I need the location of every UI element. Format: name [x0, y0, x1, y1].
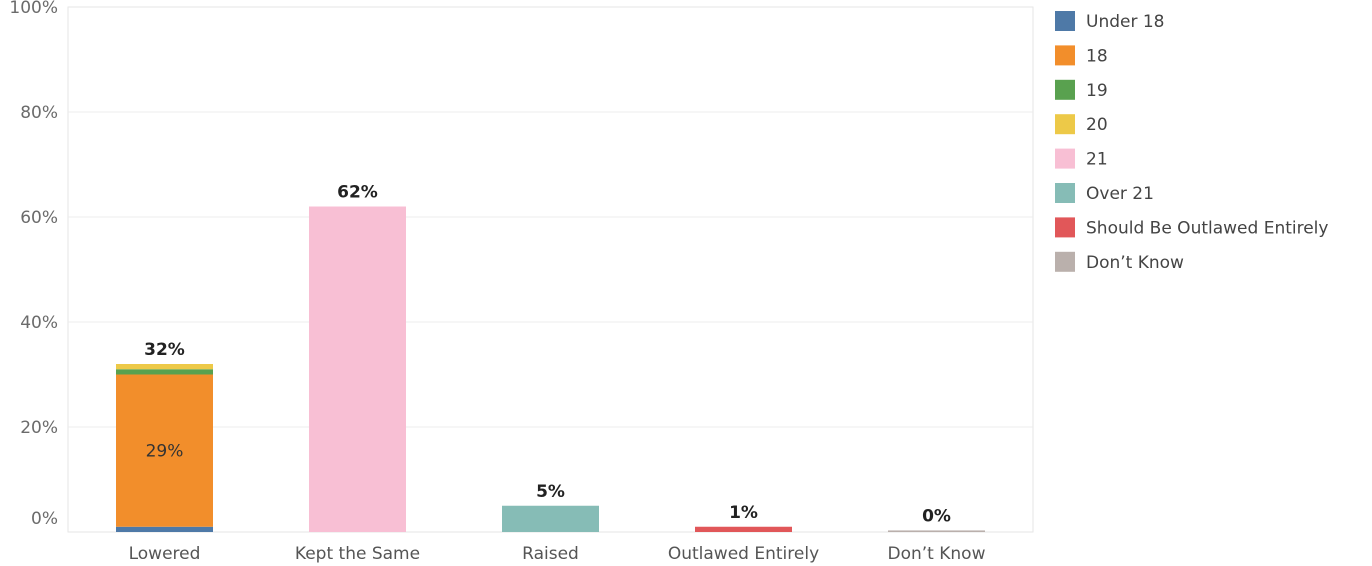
y-tick-label: 0% [31, 509, 58, 529]
bar-segment [502, 505, 599, 532]
legend-swatch [1055, 114, 1075, 135]
bar-segment [695, 526, 792, 532]
legend-swatch [1055, 217, 1075, 238]
bar-total-label: 5% [536, 482, 565, 502]
bar-total-label: 1% [729, 503, 758, 523]
bar-total-label: 0% [922, 506, 951, 526]
bar-total-label: 62% [337, 183, 378, 203]
bar-segment [116, 369, 213, 375]
bar-segment [116, 526, 213, 532]
y-tick-label: 80% [20, 103, 58, 123]
x-tick-label: Don’t Know [888, 544, 986, 564]
bar-labels: 32% 62% 5% 1% 0% 29% [144, 183, 951, 527]
bar-total-label: 32% [144, 340, 185, 360]
legend-label: Over 21 [1086, 184, 1154, 204]
y-tick-label: 20% [20, 418, 58, 438]
x-tick-label: Kept the Same [295, 544, 420, 564]
x-axis: Lowered Kept the Same Raised Outlawed Entir… [129, 544, 986, 564]
legend-swatch [1055, 183, 1075, 203]
legend-label: 19 [1086, 81, 1108, 101]
legend-label: Under 18 [1086, 12, 1165, 32]
y-tick-label: 100% [9, 0, 58, 18]
legend-label: Should Be Outlawed Entirely [1086, 218, 1328, 238]
segment-label: 29% [146, 442, 184, 462]
x-tick-label: Lowered [129, 544, 201, 564]
bar-segment [888, 530, 985, 532]
legend-label: Don’t Know [1086, 253, 1184, 273]
legend-swatch [1055, 251, 1075, 272]
legend-swatch [1055, 45, 1075, 66]
x-tick-label: Outlawed Entirely [668, 544, 819, 564]
y-tick-label: 40% [20, 313, 58, 333]
bar-segment [116, 374, 213, 527]
bar-segment [309, 206, 406, 532]
y-tick-label: 60% [20, 208, 58, 228]
y-axis: 0% 20% 40% 60% 80% 100% [9, 0, 58, 529]
legend-swatch [1055, 148, 1075, 169]
bars [116, 206, 985, 532]
legend-label: 20 [1086, 115, 1108, 135]
legend: Under 18 18 19 20 21 Over 21 Should Be Outlawe… [1055, 11, 1328, 273]
legend-label: 18 [1086, 46, 1108, 66]
legend-swatch [1055, 79, 1075, 100]
x-tick-label: Raised [522, 544, 579, 564]
bar-segment [116, 364, 213, 370]
legend-label: 21 [1086, 150, 1108, 170]
legend-swatch [1055, 11, 1075, 31]
